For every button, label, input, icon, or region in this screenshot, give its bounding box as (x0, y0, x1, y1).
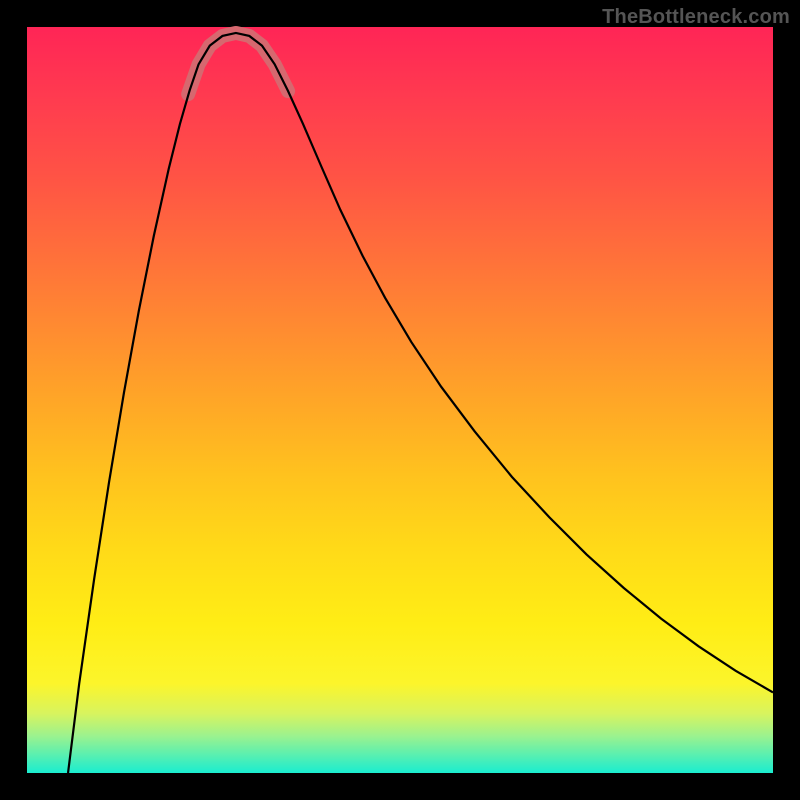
v-curve (68, 33, 773, 773)
watermark-text: TheBottleneck.com (602, 6, 790, 29)
plot-area (27, 27, 773, 773)
chart-svg (27, 27, 773, 773)
